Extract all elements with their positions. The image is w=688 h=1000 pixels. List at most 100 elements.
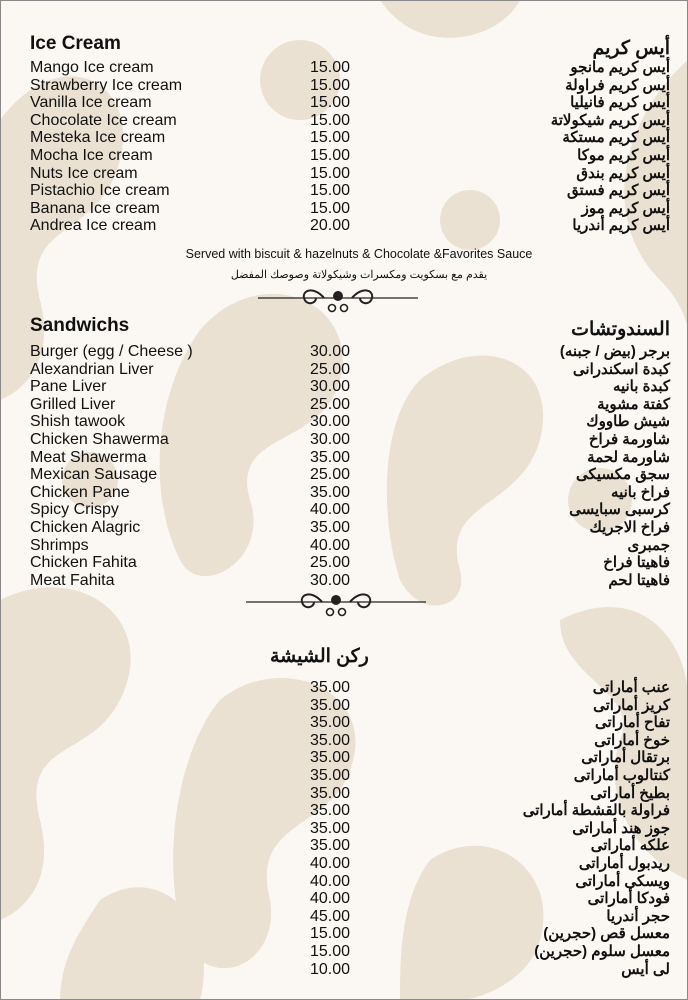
menu-item: Chocolate Ice cream 15.00 أيس كريم شيكولات… — [30, 112, 670, 130]
menu-item: 35.00 عنب أماراتى — [30, 679, 670, 697]
item-price: 40.00 — [310, 854, 351, 872]
sandwiches-title-ar: السندوتشات — [571, 319, 670, 340]
item-price: 35.00 — [310, 819, 351, 837]
item-name-ar: كنتالوب أماراتى — [573, 766, 670, 784]
item-name-en: Banana Ice cream — [30, 199, 160, 217]
menu-item: 40.00 ويسكى أماراتى — [30, 873, 670, 891]
item-name-ar: ويسكى أماراتى — [575, 872, 670, 890]
item-name-en: Pane Liver — [30, 378, 107, 396]
item-price: 35.00 — [310, 518, 351, 536]
item-name-en: Grilled Liver — [30, 395, 116, 413]
item-price: 35.00 — [310, 837, 351, 855]
item-name-ar: عنب أماراتى — [592, 679, 670, 696]
item-name-ar: جمبرى — [627, 536, 671, 554]
menu-item: 35.00 كريز أماراتى — [30, 697, 670, 715]
ice-cream-title-ar: أيس كريم — [592, 38, 670, 59]
menu-item: 40.00 فودكا أماراتى — [30, 890, 670, 908]
ice-cream-list: Mango Ice cream 15.00 أيس كريم مانجو Strawb… — [30, 59, 670, 235]
item-price: 35.00 — [310, 448, 351, 466]
item-name-ar: فراخ الاجريك — [589, 518, 670, 536]
item-name-ar: فودكا أماراتى — [587, 890, 670, 908]
item-name-ar: برجر (بيض / جبنه) — [559, 343, 670, 360]
item-name-ar: تفاح أماراتى — [594, 714, 670, 732]
item-name-ar: حجر أندريا — [606, 907, 670, 925]
item-name-ar: كفتة مشوية — [597, 395, 670, 413]
item-price: 35.00 — [310, 714, 351, 732]
item-price: 35.00 — [310, 483, 351, 501]
ornament-divider — [258, 289, 418, 313]
menu-item: 45.00 حجر أندريا — [30, 908, 670, 926]
item-name-ar: كبدة بانيه — [612, 378, 670, 396]
item-name-ar: شاورمة لحمة — [587, 448, 670, 466]
item-price: 15.00 — [310, 94, 351, 112]
item-name-ar: أيس كريم فراولة — [565, 76, 670, 94]
shisha-list: 35.00 عنب أماراتى 35.00 كريز أماراتى 35.00 تف… — [30, 679, 670, 978]
menu-item: Grilled Liver 25.00 كفتة مشوية — [30, 396, 670, 414]
item-name-en: Mocha Ice cream — [30, 146, 153, 164]
menu-item: Andrea Ice cream 20.00 أيس كريم أندريا — [30, 217, 670, 235]
menu-item: Chicken Shawerma 30.00 شاورمة فراخ — [30, 431, 670, 449]
item-price: 35.00 — [310, 731, 351, 749]
item-name-en: Mexican Sausage — [30, 466, 158, 484]
menu-item: Chicken Pane 35.00 فراخ بانيه — [30, 484, 670, 502]
item-price: 15.00 — [310, 146, 351, 164]
item-name-en: Chicken Pane — [30, 483, 130, 501]
ice-cream-note-en: Served with biscuit & hazelnuts & Chocol… — [185, 247, 533, 261]
item-name-en: Chocolate Ice cream — [30, 111, 177, 129]
item-name-ar: أيس كريم موز — [581, 199, 670, 217]
item-price: 40.00 — [310, 872, 351, 890]
item-price: 40.00 — [310, 501, 351, 519]
menu-item: 35.00 فراولة بالقشطة أماراتى — [30, 802, 670, 820]
item-price: 15.00 — [310, 942, 351, 960]
item-price: 20.00 — [310, 217, 351, 235]
item-name-en: Andrea Ice cream — [30, 217, 157, 235]
item-price: 40.00 — [310, 536, 351, 554]
item-name-en: Spicy Crispy — [30, 501, 119, 519]
item-price: 15.00 — [310, 925, 351, 943]
item-price: 25.00 — [310, 466, 351, 484]
item-name-ar: أيس كريم بندق — [576, 164, 670, 182]
item-name-ar: سجق مكسيكى — [576, 466, 670, 484]
menu-item: Nuts Ice cream 15.00 أيس كريم بندق — [30, 165, 670, 183]
item-name-ar: أيس كريم فانيليا — [570, 94, 670, 112]
menu-item: Mexican Sausage 25.00 سجق مكسيكى — [30, 466, 670, 484]
menu-item: Alexandrian Liver 25.00 كبدة اسكندرانى — [30, 361, 670, 379]
item-name-ar: خوخ أماراتى — [594, 731, 670, 749]
menu-item: Chicken Fahita 25.00 فاهيتا فراخ — [30, 554, 670, 572]
item-name-en: Vanilla Ice cream — [30, 94, 152, 112]
item-price: 30.00 — [310, 378, 351, 396]
item-price: 35.00 — [310, 766, 351, 784]
menu-item: 35.00 جوز هند أماراتى — [30, 820, 670, 838]
menu-item: 40.00 ريدبول أماراتى — [30, 855, 670, 873]
item-name-ar: أيس كريم مانجو — [570, 59, 670, 76]
menu-item: Mango Ice cream 15.00 أيس كريم مانجو — [30, 59, 670, 77]
item-name-en: Chicken Fahita — [30, 554, 137, 572]
item-name-en: Strawberry Ice cream — [30, 76, 183, 94]
item-name-en: Mesteka Ice cream — [30, 129, 166, 147]
menu-item: Meat Fahita 30.00 فاهيتا لحم — [30, 572, 670, 590]
ornament-divider — [246, 593, 426, 617]
menu-item: Spicy Crispy 40.00 كرسبى سبايسى — [30, 501, 670, 519]
item-name-ar: ريدبول أماراتى — [578, 854, 670, 872]
item-price: 35.00 — [310, 696, 351, 714]
item-name-ar: فاهيتا فراخ — [603, 554, 670, 572]
menu-item: Pistachio Ice cream 15.00 أيس كريم فستق — [30, 182, 670, 200]
item-name-en: Chicken Alagric — [30, 518, 141, 536]
item-price: 15.00 — [310, 199, 351, 217]
menu-item: Shrimps 40.00 جمبرى — [30, 537, 670, 555]
item-price: 35.00 — [310, 784, 351, 802]
menu-item: Strawberry Ice cream 15.00 أيس كريم فراولة — [30, 77, 670, 95]
menu-item: Banana Ice cream 15.00 أيس كريم موز — [30, 200, 670, 218]
item-name-ar: شيش طاووك — [586, 413, 670, 431]
item-name-en: Pistachio Ice cream — [30, 182, 170, 200]
item-name-ar: بطيخ أماراتى — [590, 784, 670, 802]
menu-item: Meat Shawerma 35.00 شاورمة لحمة — [30, 449, 670, 467]
item-price: 30.00 — [310, 413, 351, 431]
item-name-ar: أيس كريم موكا — [577, 146, 670, 164]
item-price: 15.00 — [310, 129, 351, 147]
item-price: 15.00 — [310, 164, 351, 182]
item-name-ar: معسل قص (حجرين) — [543, 925, 670, 943]
item-price: 30.00 — [310, 430, 351, 448]
item-name-ar: جوز هند أماراتى — [572, 819, 670, 837]
item-price: 15.00 — [310, 111, 351, 129]
